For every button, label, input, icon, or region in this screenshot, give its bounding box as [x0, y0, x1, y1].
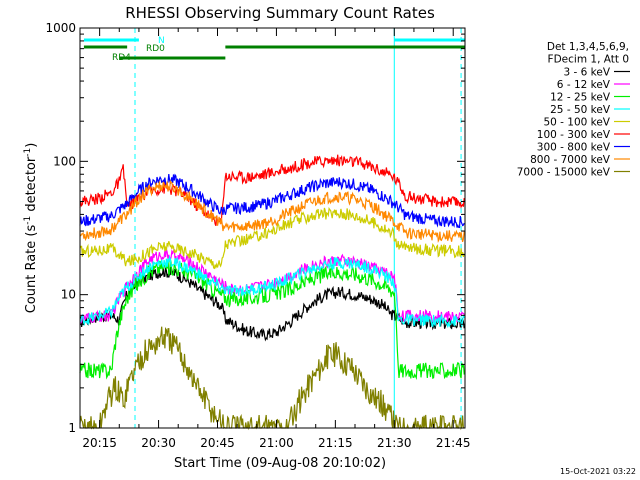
legend-entry-label: 7000 - 15000 keV — [517, 167, 611, 179]
y-axis-label-mid: detector — [24, 156, 39, 216]
series-line — [80, 179, 465, 244]
legend-entry-label: 100 - 300 keV — [537, 129, 611, 141]
y-axis-label-exp2: -1 — [23, 148, 33, 157]
legend: Det 1,3,4,5,6,9,FDecim 1, Att 03 - 6 keV… — [517, 41, 630, 179]
y-axis-label-main: Count Rate (s — [24, 225, 39, 314]
y-axis-label-end: ) — [24, 143, 39, 148]
x-tick-label: 20:45 — [200, 436, 235, 450]
chart-title: RHESSI Observing Summary Count Rates — [125, 4, 435, 22]
series-line — [79, 206, 465, 270]
y-tick-label: 1 — [68, 421, 76, 435]
legend-entry-label: 800 - 7000 keV — [530, 154, 611, 166]
y-tick-label: 10 — [61, 288, 76, 302]
series-line — [79, 326, 465, 431]
x-axis-label: Start Time (09-Aug-08 20:10:02) — [174, 456, 386, 471]
y-axis: 1 10 100 1000 — [45, 21, 465, 435]
legend-header-line: Det 1,3,4,5,6,9, — [547, 41, 629, 53]
legend-entry-label: 12 - 25 keV — [550, 92, 611, 104]
x-tick-label: 21:15 — [318, 436, 353, 450]
plot-frame — [79, 27, 466, 429]
series-line — [79, 173, 465, 229]
y-tick-label: 1000 — [45, 21, 76, 35]
legend-entry-label: 3 - 6 keV — [563, 67, 610, 79]
x-tick-label: 20:30 — [141, 436, 176, 450]
series-line — [79, 258, 465, 381]
segment-label: RD4 — [112, 53, 131, 63]
x-tick-label: 20:15 — [82, 436, 117, 450]
x-tick-label: 21:45 — [436, 436, 471, 450]
legend-header-line: FDecim 1, Att 0 — [548, 54, 629, 66]
series-line — [79, 266, 465, 342]
x-axis: 20:15 20:30 20:45 21:00 21:15 21:30 21:45 — [79, 28, 471, 450]
legend-entry-label: 6 - 12 keV — [557, 79, 611, 91]
x-tick-label: 21:00 — [259, 436, 294, 450]
y-tick-label: 100 — [53, 154, 76, 168]
series-line — [79, 255, 465, 329]
series-lines — [79, 154, 465, 431]
segment-label: N — [158, 36, 165, 46]
segment-label: RD0 — [146, 44, 165, 54]
y-axis-label: Count Rate (s-1 detector-1) — [23, 143, 39, 314]
footer-timestamp: 15-Oct-2021 03:22 — [560, 467, 636, 476]
y-axis-label-exp1: -1 — [23, 216, 33, 225]
x-tick-label: 21:30 — [377, 436, 412, 450]
legend-entry-label: 25 - 50 keV — [550, 104, 611, 116]
legend-entry-label: 50 - 100 keV — [543, 117, 610, 129]
legend-entry-label: 300 - 800 keV — [537, 142, 611, 154]
